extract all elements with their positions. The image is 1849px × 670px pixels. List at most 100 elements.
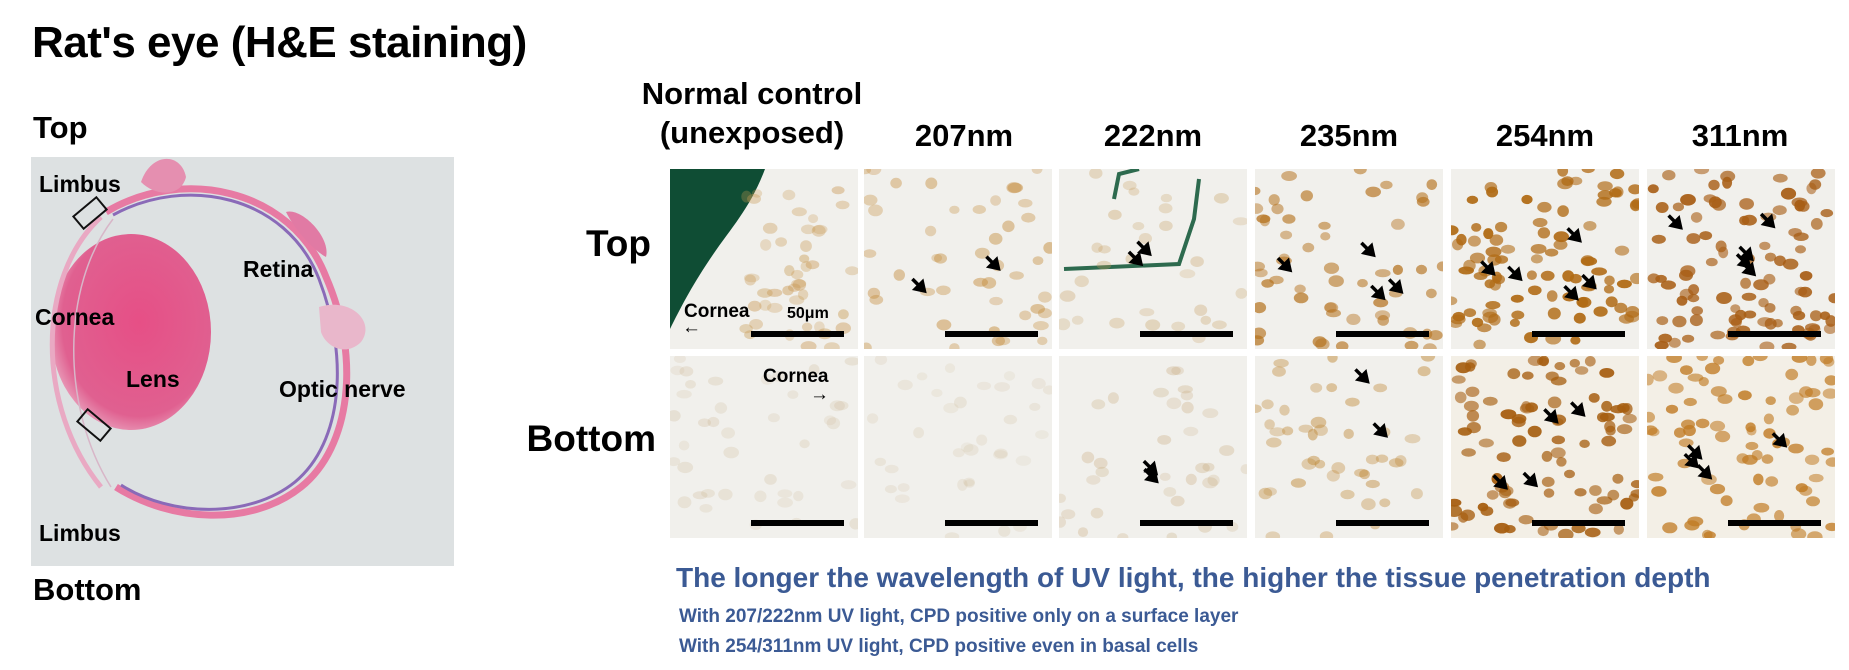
cell-nucleus bbox=[1522, 371, 1534, 380]
arrow-icon bbox=[1370, 284, 1386, 301]
cell-nucleus bbox=[1720, 170, 1736, 182]
cell-nucleus bbox=[1547, 396, 1562, 409]
cell-nucleus bbox=[1613, 523, 1624, 535]
cell-nucleus bbox=[1589, 485, 1602, 496]
scale-bar bbox=[945, 331, 1038, 337]
cell-nucleus bbox=[897, 379, 913, 391]
cell-nucleus bbox=[1682, 334, 1695, 343]
cell-nucleus bbox=[670, 457, 681, 467]
cell-nucleus bbox=[1596, 496, 1613, 505]
cornea-outline bbox=[49, 215, 103, 489]
cell-nucleus bbox=[1810, 169, 1826, 179]
cell-nucleus bbox=[1553, 231, 1569, 243]
tissue-image bbox=[1647, 169, 1835, 349]
cell-nucleus bbox=[1240, 464, 1247, 475]
cell-nucleus bbox=[993, 450, 1008, 460]
cell-nucleus bbox=[1361, 498, 1376, 511]
cell-nucleus bbox=[890, 177, 902, 189]
cell-nucleus bbox=[1603, 284, 1615, 294]
cell-nucleus bbox=[963, 444, 979, 456]
cell-nucleus bbox=[1651, 486, 1667, 497]
column-header-control-line1: Normal control bbox=[641, 76, 863, 111]
cell-nucleus bbox=[931, 253, 943, 263]
eye-label-optic-nerve: Optic nerve bbox=[279, 376, 406, 402]
cell-nucleus bbox=[766, 288, 783, 297]
arrow-icon bbox=[1522, 471, 1539, 488]
cell-nucleus bbox=[1416, 196, 1430, 207]
cell-nucleus bbox=[831, 186, 845, 195]
cell-nucleus bbox=[1546, 290, 1558, 302]
cell-nucleus bbox=[964, 479, 975, 488]
cell-nucleus bbox=[1647, 411, 1655, 423]
cell-nucleus bbox=[1486, 186, 1499, 198]
cell-nucleus bbox=[1179, 269, 1196, 279]
tissue-image bbox=[867, 356, 1052, 538]
cell-nucleus bbox=[1612, 186, 1624, 198]
cell-nucleus bbox=[1710, 330, 1726, 340]
cell-nucleus bbox=[1264, 419, 1275, 430]
lens bbox=[51, 234, 211, 430]
cell-nucleus bbox=[1170, 495, 1185, 507]
tissue-image bbox=[1451, 169, 1639, 349]
cell-nucleus bbox=[1672, 202, 1684, 212]
cell-nucleus bbox=[1739, 198, 1754, 210]
cell-nucleus bbox=[1715, 240, 1727, 253]
cell-nucleus bbox=[1107, 392, 1119, 404]
cell-nucleus bbox=[1628, 184, 1639, 195]
arrow-icon bbox=[1372, 422, 1388, 438]
cell-nucleus bbox=[1461, 448, 1476, 457]
cell-nucleus bbox=[1482, 308, 1497, 318]
cell-nucleus bbox=[1612, 473, 1624, 484]
sclera bbox=[104, 185, 351, 519]
cell-nucleus bbox=[1691, 306, 1703, 316]
cell-nucleus bbox=[1570, 336, 1581, 345]
cell-nucleus bbox=[1077, 527, 1089, 537]
column-header-control-line2: (unexposed) bbox=[659, 115, 845, 150]
cell-nucleus bbox=[1496, 452, 1511, 462]
cell-nucleus bbox=[799, 254, 810, 263]
cell-nucleus bbox=[1202, 462, 1215, 472]
cell-nucleus bbox=[1699, 231, 1713, 241]
cell-nucleus bbox=[1711, 198, 1726, 211]
cell-nucleus bbox=[1261, 399, 1274, 410]
cell-nucleus bbox=[1098, 245, 1111, 254]
cell-nucleus bbox=[1255, 335, 1265, 346]
cell-nucleus bbox=[747, 300, 762, 312]
scale-bar bbox=[751, 520, 844, 526]
cell-nucleus bbox=[800, 341, 817, 349]
cell-nucleus bbox=[893, 269, 905, 281]
cell-nucleus bbox=[936, 319, 952, 331]
micrograph-bottom-control: Cornea → bbox=[670, 356, 858, 538]
scale-bar-label: 50μm bbox=[787, 305, 829, 322]
cell-nucleus bbox=[1463, 259, 1476, 272]
cell-nucleus bbox=[1804, 388, 1821, 398]
cell-nucleus bbox=[1485, 301, 1501, 310]
page-title: Rat's eye (H&E staining) bbox=[32, 18, 527, 67]
cell-nucleus bbox=[1690, 212, 1703, 223]
cell-nucleus bbox=[1717, 394, 1733, 404]
cell-nucleus bbox=[1741, 292, 1757, 301]
cell-nucleus bbox=[1290, 478, 1306, 488]
cell-nucleus bbox=[1824, 375, 1835, 386]
cell-nucleus bbox=[1581, 169, 1595, 174]
cell-nucleus bbox=[1537, 227, 1551, 239]
eye-label-lens: Lens bbox=[126, 366, 180, 392]
cell-nucleus bbox=[1745, 441, 1759, 451]
cell-nucleus bbox=[988, 232, 1003, 245]
cell-nucleus bbox=[1031, 169, 1043, 174]
cell-nucleus bbox=[1806, 496, 1820, 507]
cell-nucleus bbox=[867, 413, 879, 424]
cell-nucleus bbox=[1708, 179, 1720, 191]
cell-nucleus bbox=[864, 169, 871, 175]
arrow-icon bbox=[1570, 401, 1586, 417]
cell-nucleus bbox=[1373, 383, 1388, 393]
cell-nucleus bbox=[1404, 340, 1419, 349]
tissue-image bbox=[670, 356, 858, 530]
cell-nucleus bbox=[952, 448, 965, 458]
cell-nucleus bbox=[1597, 412, 1609, 423]
cell-nucleus bbox=[1471, 317, 1484, 328]
cell-nucleus bbox=[1190, 256, 1204, 267]
cell-nucleus bbox=[1059, 493, 1066, 503]
cell-nucleus bbox=[777, 497, 793, 508]
micrograph-bottom-254nm bbox=[1451, 356, 1639, 538]
